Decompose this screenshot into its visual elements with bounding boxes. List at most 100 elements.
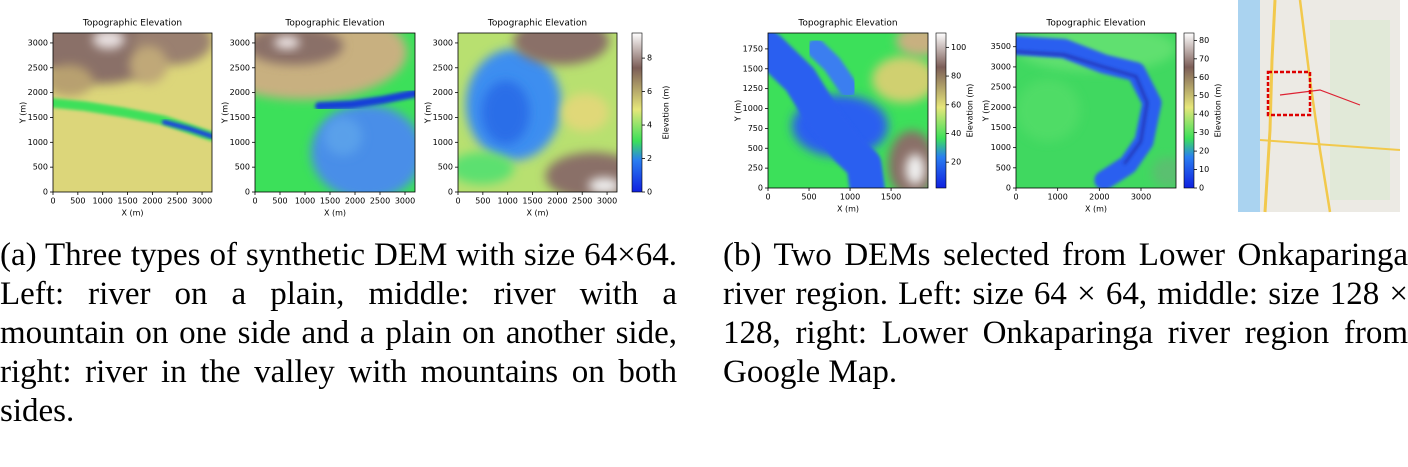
map-road [1263,0,1277,213]
y-tick-label: 3000 [433,38,453,47]
heatmap [1016,33,1176,188]
y-axis-label: Y (m) [221,102,230,124]
y-tick-label: 0 [1006,184,1011,193]
colorbar-label: Elevation (m) [662,86,671,140]
colorbar-tick-label: 40 [951,129,961,138]
colorbar-tick-label: 80 [1199,36,1209,45]
x-tick-label: 500 [272,197,287,206]
map-region-box [1266,70,1312,117]
x-axis-label: X (m) [526,209,548,218]
x-axis-label: X (m) [121,209,143,218]
x-tick-label: 3000 [192,197,212,206]
river [1016,35,1162,188]
elevation-blob [458,152,514,185]
x-tick-label: 500 [801,193,816,202]
y-tick-label: 1000 [991,143,1011,152]
heatmap [255,33,415,192]
y-tick-label: 2000 [28,88,48,97]
river [806,38,858,97]
river [161,119,212,139]
x-tick-label: 0 [50,197,55,206]
colorbar-tick-label: 60 [1199,73,1209,82]
river [1016,50,1149,165]
colorbar-tick-label: 100 [951,43,966,52]
y-tick-label: 1500 [28,113,48,122]
plot-title: Topographic Elevation [284,19,384,29]
map-road [1298,0,1332,213]
colorbar-tick-label: 0 [1199,184,1204,193]
plot-frame [52,32,213,193]
y-tick-label: 250 [748,164,763,173]
x-tick-label: 2000 [547,197,567,206]
y-axis-label: Y (m) [424,102,433,124]
x-tick-label: 1500 [881,193,901,202]
y-tick-label: 1500 [991,123,1011,132]
colorbar-label: Elevation (m) [966,84,975,138]
x-tick-label: 0 [765,193,770,202]
y-tick-label: 500 [996,163,1011,172]
plot-title: Topographic Elevation [487,19,587,29]
y-tick-label: 1000 [743,104,763,113]
colorbar-tick-label: 4 [647,121,652,130]
colorbar-tick-label: 20 [951,158,961,167]
x-tick-label: 3000 [1131,193,1151,202]
plot-title: Topographic Elevation [1045,19,1145,29]
y-tick-label: 0 [448,188,453,197]
elevation-blob [274,36,300,49]
y-tick-label: 1000 [433,138,453,147]
y-tick-label: 0 [43,188,48,197]
colorbar-tick-label: 40 [1199,110,1209,119]
y-tick-label: 750 [748,124,763,133]
y-tick-label: 2000 [433,88,453,97]
elevation-blob [545,152,617,192]
plot-frame [457,32,618,193]
x-tick-label: 1000 [1047,193,1067,202]
y-tick-label: 2000 [991,103,1011,112]
elevation-blob [561,93,610,132]
elevation-blob [481,80,530,145]
plot-title: Topographic Elevation [82,19,182,29]
colorbar-tick-label: 2 [647,154,652,163]
river [315,89,415,111]
plot-title: Topographic Elevation [797,19,897,29]
colorbar-tick-label: 70 [1199,54,1209,63]
x-tick-label: 0 [252,197,257,206]
x-tick-label: 500 [475,197,490,206]
heatmap [53,33,212,192]
elevation-blob [905,153,925,185]
x-tick-label: 2000 [345,197,365,206]
colorbar [935,32,947,189]
map-road [1259,139,1401,151]
y-tick-label: 2500 [433,63,453,72]
x-tick-label: 1500 [117,197,137,206]
x-tick-label: 2500 [572,197,592,206]
y-axis-label: Y (m) [19,102,28,124]
river [768,33,885,188]
y-tick-label: 3000 [28,38,48,47]
map-thumbnail [1238,0,1401,213]
plot-frame [254,32,416,193]
elevation-blob [588,177,617,192]
colorbar-tick-label: 10 [1199,165,1209,174]
colorbar-tick-label: 0 [647,188,652,197]
x-tick-label: 1000 [840,193,860,202]
y-tick-label: 2500 [991,83,1011,92]
elevation-blob [129,45,168,84]
map-sea [1238,0,1260,212]
y-tick-label: 500 [33,163,48,172]
elevation-blob [1152,157,1176,188]
y-tick-label: 1500 [433,113,453,122]
elevation-blob [896,33,928,57]
y-tick-label: 0 [758,184,763,193]
colorbar-tick-label: 60 [951,100,961,109]
heatmap [768,33,928,188]
x-tick-label: 2000 [142,197,162,206]
map-river [1279,89,1361,106]
y-axis-label: Y (m) [982,100,991,122]
x-tick-label: 1000 [93,197,113,206]
x-tick-label: 1000 [295,197,315,206]
elevation-blob [92,33,125,49]
y-tick-label: 3000 [991,62,1011,71]
y-tick-label: 500 [748,144,763,153]
